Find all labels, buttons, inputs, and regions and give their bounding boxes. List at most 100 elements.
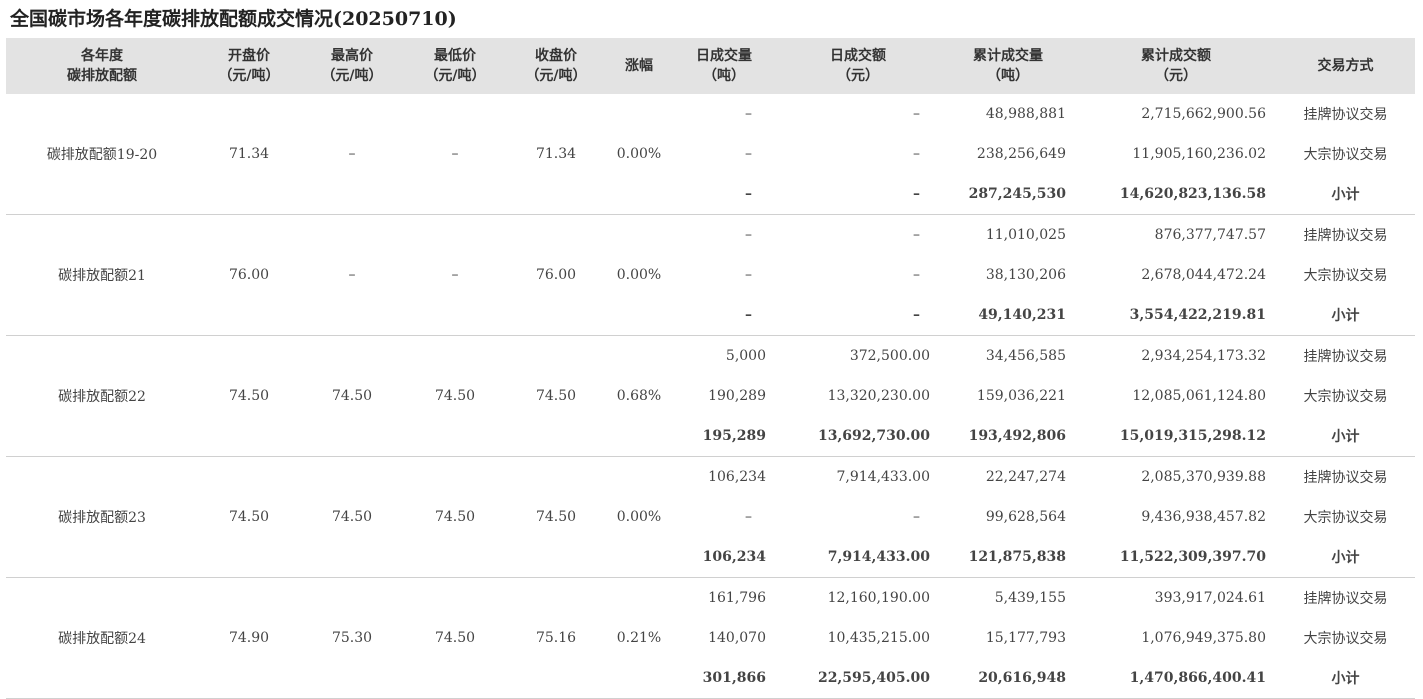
change-cell: 0.21% [606, 577, 672, 699]
high-price-cell: 74.50 [300, 456, 404, 578]
cum-amount-cell: 15,019,315,298.12 [1076, 416, 1276, 457]
daily-amount-cell: 22,595,405.00 [776, 658, 940, 699]
col-header-unit: （元/吨） [218, 68, 280, 84]
daily-volume-cell: – [672, 174, 776, 215]
col-header-daily-amount: 日成交额 （元） [776, 38, 940, 94]
daily-amount-cell: – [776, 174, 940, 215]
daily-amount-cell: 7,914,433.00 [836, 469, 930, 485]
daily-volume-cell: – [745, 146, 752, 162]
col-header-unit: （吨） [987, 68, 1029, 84]
change-cell: 0.00% [606, 94, 672, 215]
trade-method-cell: 挂牌协议交易 [1303, 591, 1388, 607]
low-price-cell: 74.50 [404, 335, 506, 457]
daily-volume-cell: 106,234 [708, 469, 766, 485]
daily-amount-cell: 13,692,730.00 [776, 416, 940, 457]
daily-amount-cell: – [913, 267, 920, 283]
col-header-unit: （元） [1155, 68, 1197, 84]
trade-method-cell: 小计 [1276, 537, 1415, 578]
cum-amount-cell: 1,076,949,375.80 [1141, 630, 1266, 646]
quota-name-cell: 碳排放配额19-20 [6, 94, 198, 215]
daily-volume-cell: 140,070 [708, 630, 766, 646]
change-cell: 0.00% [606, 456, 672, 578]
high-price-cell: – [300, 94, 404, 215]
high-price-cell: – [300, 214, 404, 336]
col-header-unit: （元/吨） [525, 68, 587, 84]
low-price-cell: 74.50 [404, 456, 506, 578]
table-row: 碳排放配额21 76.00– –76.00 0.00% – –11,010,025 876,… [6, 214, 1415, 336]
page-title: 全国碳市场各年度碳排放配额成交情况(20250710) [10, 8, 457, 30]
quota-name-cell: 碳排放配额24 [6, 577, 198, 699]
cum-volume-cell: 11,010,025 [985, 227, 1066, 243]
cum-volume-cell: 238,256,649 [976, 146, 1066, 162]
high-price-cell: 75.30 [300, 577, 404, 699]
low-price-cell: – [404, 94, 506, 215]
quota-name-cell: 碳排放配额23 [6, 456, 198, 578]
cum-amount-cell: 2,678,044,472.24 [1141, 267, 1266, 283]
col-header-unit: 碳排放配额 [67, 68, 137, 84]
trade-method-cell: 小计 [1276, 658, 1415, 699]
table-row-subtotal: 195,289 13,692,730.00 193,492,806 15,019,31… [6, 416, 1415, 457]
low-price-cell: – [404, 214, 506, 336]
open-price-cell: 71.34 [198, 94, 300, 215]
col-header-label: 最低价 [434, 48, 476, 64]
cum-amount-cell: 9,436,938,457.82 [1141, 509, 1266, 525]
daily-amount-cell: – [776, 295, 940, 336]
daily-amount-cell: – [913, 146, 920, 162]
daily-amount-cell: 372,500.00 [849, 348, 930, 364]
cum-volume-cell: 159,036,221 [976, 388, 1066, 404]
col-header-label: 日成交额 [830, 48, 886, 64]
trade-method-cell: 小计 [1276, 416, 1415, 457]
table-row: 190,289 13,320,230.00 159,036,221 12,085,06… [6, 376, 1415, 416]
daily-volume-cell: 301,866 [672, 658, 776, 699]
col-header-label: 各年度 [81, 48, 123, 64]
open-price-cell: 76.00 [198, 214, 300, 336]
table-row-subtotal: – –49,140,231 3,554,422,219.81 小计 [6, 295, 1415, 336]
col-header-label: 开盘价 [228, 48, 270, 64]
table-header-row: 各年度 碳排放配额 开盘价 （元/吨） 最高价 （元/吨） 最低价 （元/吨） 收盘价 （… [6, 38, 1415, 94]
daily-amount-cell: 10,435,215.00 [827, 630, 930, 646]
trade-method-cell: 小计 [1276, 295, 1415, 336]
table-body: 碳排放配额19-20 71.34– –71.34 0.00% – –48,988,881 2… [6, 94, 1415, 699]
daily-volume-cell: – [745, 106, 752, 122]
table-row: 碳排放配额24 74.90 75.30 74.50 75.16 0.21% 161,796 1… [6, 577, 1415, 699]
trade-method-cell: 大宗协议交易 [1303, 268, 1388, 284]
table-row: – – 238,256,649 11,905,160,236.02 大宗协议交易 [6, 134, 1415, 174]
col-header-unit: （元/吨） [424, 68, 486, 84]
daily-volume-cell: – [745, 227, 752, 243]
col-header-label: 交易方式 [1317, 58, 1374, 74]
trade-method-cell: 大宗协议交易 [1303, 389, 1388, 405]
cum-amount-cell: 2,715,662,900.56 [1141, 106, 1266, 122]
cum-amount-cell: 1,470,866,400.41 [1076, 658, 1276, 699]
daily-amount-cell: 7,914,433.00 [776, 537, 940, 578]
col-header-low: 最低价 （元/吨） [404, 38, 506, 94]
daily-volume-cell: 5,000 [725, 348, 766, 364]
table-row-subtotal: – –287,245,530 14,620,823,136.58 小计 [6, 174, 1415, 215]
trade-method-cell: 挂牌协议交易 [1303, 470, 1388, 486]
col-header-label: 累计成交量 [973, 48, 1043, 64]
col-header-cum-amount: 累计成交额 （元） [1076, 38, 1276, 94]
daily-volume-cell: – [745, 267, 752, 283]
cum-volume-cell: 20,616,948 [940, 658, 1076, 699]
cum-volume-cell: 49,140,231 [940, 295, 1076, 336]
daily-amount-cell: – [913, 509, 920, 525]
high-price-cell: 74.50 [300, 335, 404, 457]
col-header-close: 收盘价 （元/吨） [506, 38, 606, 94]
open-price-cell: 74.50 [198, 335, 300, 457]
table-row: – – 38,130,206 2,678,044,472.24 大宗协议交易 [6, 255, 1415, 295]
cum-amount-cell: 11,905,160,236.02 [1132, 146, 1266, 162]
daily-volume-cell: 106,234 [672, 537, 776, 578]
change-cell: 0.68% [606, 335, 672, 457]
col-header-unit: （元/吨） [321, 68, 383, 84]
daily-volume-cell: – [672, 295, 776, 336]
cum-volume-cell: 121,875,838 [940, 537, 1076, 578]
close-price-cell: 74.50 [506, 335, 606, 457]
close-price-cell: 75.16 [506, 577, 606, 699]
table-row: 碳排放配额23 74.50 74.50 74.50 74.50 0.00% 106,234 7… [6, 456, 1415, 578]
trading-table: 各年度 碳排放配额 开盘价 （元/吨） 最高价 （元/吨） 最低价 （元/吨） 收盘价 （… [6, 38, 1415, 699]
col-header-unit: （元） [837, 68, 879, 84]
table-row: – – 99,628,564 9,436,938,457.82 大宗协议交易 [6, 497, 1415, 537]
cum-volume-cell: 22,247,274 [985, 469, 1066, 485]
cum-volume-cell: 287,245,530 [940, 174, 1076, 215]
daily-amount-cell: 12,160,190.00 [827, 590, 930, 606]
